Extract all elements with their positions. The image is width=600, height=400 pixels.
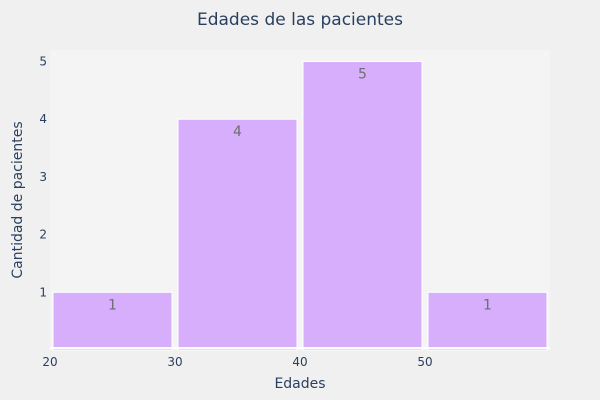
x-tick-label-0: 20 <box>42 355 57 369</box>
y-tick-labels: 1 2 3 4 5 <box>39 55 47 300</box>
bar-labels-group: 1 4 5 1 <box>108 67 492 314</box>
x-tick-label-2: 40 <box>292 355 307 369</box>
bars-group <box>52 61 548 351</box>
x-tick-label-3: 50 <box>417 355 432 369</box>
y-axis-title: Cantidad de pacientes <box>10 121 26 278</box>
y-tick-label-0: 1 <box>39 285 47 299</box>
x-tick-labels: 20 30 40 50 <box>42 355 432 369</box>
bar-2[interactable] <box>302 61 423 351</box>
x-tick-label-1: 30 <box>167 355 182 369</box>
bar-value-label-1: 4 <box>233 124 242 140</box>
y-tick-label-4: 5 <box>39 55 47 69</box>
y-tick-label-1: 2 <box>39 228 47 242</box>
bar-value-label-3: 1 <box>483 297 492 313</box>
bar-value-label-0: 1 <box>108 297 117 313</box>
y-tick-label-3: 4 <box>39 112 47 126</box>
bar-value-label-2: 5 <box>358 67 367 83</box>
bar-1[interactable] <box>177 118 298 351</box>
chart-title: Edades de las pacientes <box>197 10 403 30</box>
bar-3[interactable] <box>427 291 548 351</box>
x-axis-title: Edades <box>274 376 325 392</box>
bar-0[interactable] <box>52 291 173 351</box>
y-tick-label-2: 3 <box>39 170 47 184</box>
